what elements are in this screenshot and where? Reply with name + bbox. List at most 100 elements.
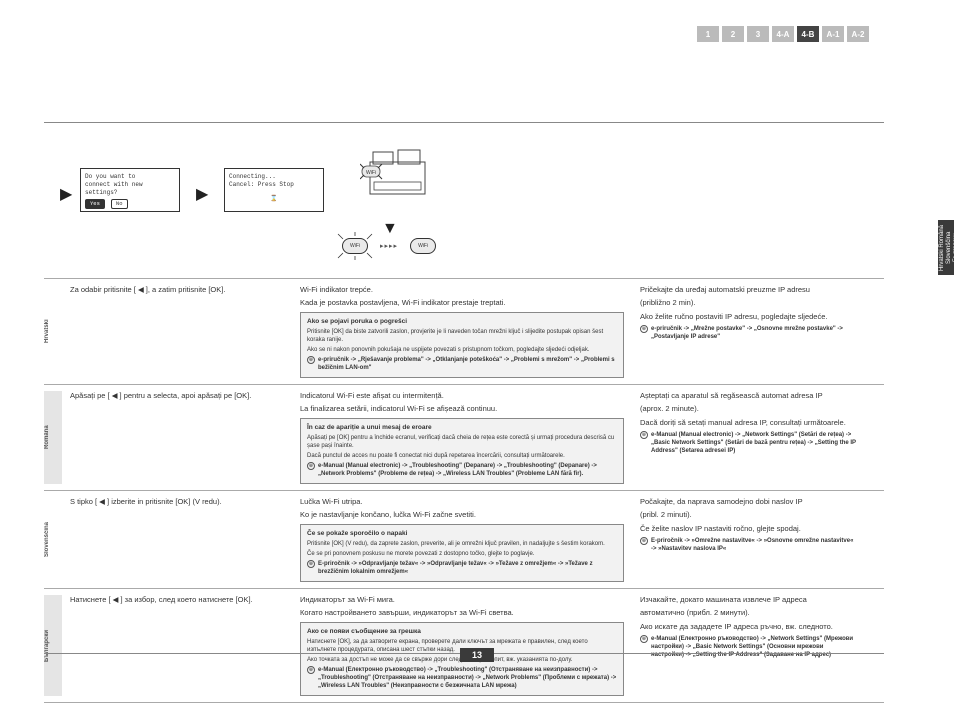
- status-text: Ko je nastavljanje končano, lučka Wi-Fi …: [300, 510, 624, 520]
- wait-text: (pribl. 2 minuti).: [640, 510, 856, 520]
- reference-link: ⊕e-Manual (Електронно ръководство) -> „N…: [640, 635, 856, 659]
- status-text: Индикаторът за Wi-Fi мига.: [300, 595, 624, 605]
- language-row-Slovenščina: Slovenščina S tipko [ ◀ ] izberite in pri…: [44, 490, 884, 588]
- lcd-line: Connecting...: [229, 173, 319, 181]
- instruction-col1: S tipko [ ◀ ] izberite in pritisnite [OK…: [62, 497, 292, 582]
- wifi-indicator-row: WiFi ▸▸▸▸ WiFi: [342, 238, 436, 254]
- illustration-area: ▶ Do you want to connect with new settin…: [80, 140, 480, 250]
- instruction-text: Натиснете [ ◀ ] за избор, след което нат…: [70, 595, 284, 605]
- instruction-col3: Počakajte, da naprava samodejno dobi nas…: [632, 497, 864, 582]
- transition-dots: ▸▸▸▸: [380, 242, 398, 250]
- note-body: Če se pri ponovnem poskusu ne morete pov…: [307, 550, 617, 558]
- status-text: Indicatorul Wi-Fi este afișat cu intermi…: [300, 391, 624, 401]
- lcd-no-button: No: [111, 199, 128, 209]
- nav-step-1[interactable]: 1: [697, 26, 719, 42]
- manual-ip-text: Ако искате да зададете IP адреса ръчно, …: [640, 622, 856, 632]
- wait-text: автоматично (прибл. 2 минути).: [640, 608, 856, 618]
- status-text: Kada je postavka postavljena, Wi-Fi indi…: [300, 298, 624, 308]
- reference-link: ⊕e-priručnik -> „Mrežne postavke" -> „Os…: [640, 325, 856, 341]
- reference-icon: ⊕: [307, 356, 315, 364]
- reference-icon: ⊕: [640, 325, 648, 333]
- status-text: Lučka Wi-Fi utripa.: [300, 497, 624, 507]
- hourglass-icon: ⌛: [229, 195, 319, 203]
- nav-step-3[interactable]: 3: [747, 26, 769, 42]
- reference-icon: ⊕: [307, 462, 315, 470]
- reference-link: ⊕e-Manual (Електронно ръководство) -> „T…: [307, 666, 617, 690]
- note-title: Ako se pojavi poruka o pogrešci: [307, 318, 617, 326]
- instruction-col2: Lučka Wi-Fi utripa. Ko je nastavljanje ko…: [292, 497, 632, 582]
- top-divider: [44, 122, 884, 123]
- instruction-col2: Wi-Fi indikator trepće. Kada je postavka …: [292, 285, 632, 378]
- lcd-line: settings?: [85, 189, 175, 197]
- error-note-box: Ako se pojavi poruka o pogrešciPritisnit…: [300, 312, 624, 378]
- wait-text: Așteptați ca aparatul să regăsească auto…: [640, 391, 856, 401]
- reference-icon: ⊕: [640, 537, 648, 545]
- arrow-down-icon: ▼: [382, 220, 398, 238]
- instruction-col2: Индикаторът за Wi-Fi мига. Когато настрой…: [292, 595, 632, 696]
- lcd-line: connect with new: [85, 181, 175, 189]
- reference-icon: ⊕: [640, 431, 648, 439]
- page-number: 13: [460, 648, 494, 662]
- instruction-col3: Pričekajte da uređaj automatski preuzme …: [632, 285, 864, 378]
- instruction-text: Za odabir pritisnite [ ◀ ], a zatim prit…: [70, 285, 284, 295]
- reference-link: ⊕e-Manual (Manual electronic) -> „Networ…: [640, 431, 856, 455]
- instruction-col1: Натиснете [ ◀ ] за избор, след което нат…: [62, 595, 292, 696]
- reference-icon: ⊕: [307, 560, 315, 568]
- nav-step-2[interactable]: 2: [722, 26, 744, 42]
- language-row-Hrvatski: Hrvatski Za odabir pritisnite [ ◀ ], a za…: [44, 278, 884, 384]
- manual-ip-text: Dacă doriți să setați manual adresa IP, …: [640, 418, 856, 428]
- manual-ip-text: Če želite naslov IP nastaviti ročno, gle…: [640, 524, 856, 534]
- reference-link: ⊕e-Manual (Manual electronic) -> „Troubl…: [307, 462, 617, 478]
- note-body: Dacă punctul de acces nu poate fi conect…: [307, 452, 617, 460]
- reference-icon: ⊕: [307, 666, 315, 674]
- error-note-box: Če se pokaže sporočilo o napakiPritisnit…: [300, 524, 624, 582]
- language-row-Български: Български Натиснете [ ◀ ] за избор, след …: [44, 588, 884, 702]
- side-language-tab: Hrvatski Română Slovenščina Български: [938, 220, 954, 275]
- svg-text:WiFi: WiFi: [366, 170, 376, 176]
- language-label: Slovenščina: [44, 497, 62, 582]
- wifi-steady-icon: WiFi: [410, 238, 436, 254]
- instruction-text: Apăsați pe [ ◀ ] pentru a selecta, apoi …: [70, 391, 284, 401]
- note-title: Če se pokaže sporočilo o napaki: [307, 530, 617, 538]
- wait-text: (aprox. 2 minute).: [640, 404, 856, 414]
- wait-text: (približno 2 min).: [640, 298, 856, 308]
- reference-icon: ⊕: [640, 635, 648, 643]
- lcd-yes-button: Yes: [85, 199, 105, 209]
- reference-link: ⊕E-priročnik -> »Omrežne nastavitve« -> …: [640, 537, 856, 553]
- arrow-right-icon: ▶: [196, 184, 208, 204]
- note-body: Ako se ni nakon ponovnih pokušaja ne usp…: [307, 346, 617, 354]
- lcd-line: Do you want to: [85, 173, 175, 181]
- wait-text: Počakajte, da naprava samodejno dobi nas…: [640, 497, 856, 507]
- status-text: La finalizarea setării, indicatorul Wi-F…: [300, 404, 624, 414]
- nav-step-A-2[interactable]: A-2: [847, 26, 869, 42]
- printer-illustration: WiFi: [360, 144, 440, 204]
- instruction-col3: Изчакайте, докато машината извлече IP ад…: [632, 595, 864, 696]
- language-content-table: Hrvatski Za odabir pritisnite [ ◀ ], a za…: [44, 278, 884, 703]
- note-body: Apăsați pe [OK] pentru a închide ecranul…: [307, 434, 617, 450]
- reference-link: ⊕E-priročnik -> »Odpravljanje težav« -> …: [307, 560, 617, 576]
- instruction-col1: Apăsați pe [ ◀ ] pentru a selecta, apoi …: [62, 391, 292, 484]
- instruction-col2: Indicatorul Wi-Fi este afișat cu intermi…: [292, 391, 632, 484]
- language-label: Română: [44, 391, 62, 484]
- status-text: Wi-Fi indikator trepće.: [300, 285, 624, 295]
- note-title: Ако се появи съобщение за грешка: [307, 628, 617, 636]
- language-label: Български: [44, 595, 62, 696]
- lcd-line: Cancel: Press Stop: [229, 181, 319, 189]
- instruction-col3: Așteptați ca aparatul să regăsească auto…: [632, 391, 864, 484]
- status-text: Когато настройването завърши, индикаторъ…: [300, 608, 624, 618]
- reference-link: ⊕e-priručnik -> „Rješavanje problema" ->…: [307, 356, 617, 372]
- language-label: Hrvatski: [44, 285, 62, 378]
- page-navigation: 1234-A4-BA-1A-2: [697, 26, 869, 42]
- lcd-screen-2: Connecting... Cancel: Press Stop ⌛: [224, 168, 324, 212]
- language-row-Română: Română Apăsați pe [ ◀ ] pentru a selecta,…: [44, 384, 884, 490]
- nav-step-A-1[interactable]: A-1: [822, 26, 844, 42]
- arrow-right-icon: ▶: [60, 184, 72, 204]
- nav-step-4-A[interactable]: 4-A: [772, 26, 794, 42]
- manual-ip-text: Ako želite ručno postaviti IP adresu, po…: [640, 312, 856, 322]
- instruction-text: S tipko [ ◀ ] izberite in pritisnite [OK…: [70, 497, 284, 507]
- wait-text: Изчакайте, докато машината извлече IP ад…: [640, 595, 856, 605]
- nav-step-4-B[interactable]: 4-B: [797, 26, 819, 42]
- error-note-box: În caz de apariție a unui mesaj de eroar…: [300, 418, 624, 484]
- note-title: În caz de apariție a unui mesaj de eroar…: [307, 424, 617, 432]
- lcd-screen-1: Do you want to connect with new settings…: [80, 168, 180, 212]
